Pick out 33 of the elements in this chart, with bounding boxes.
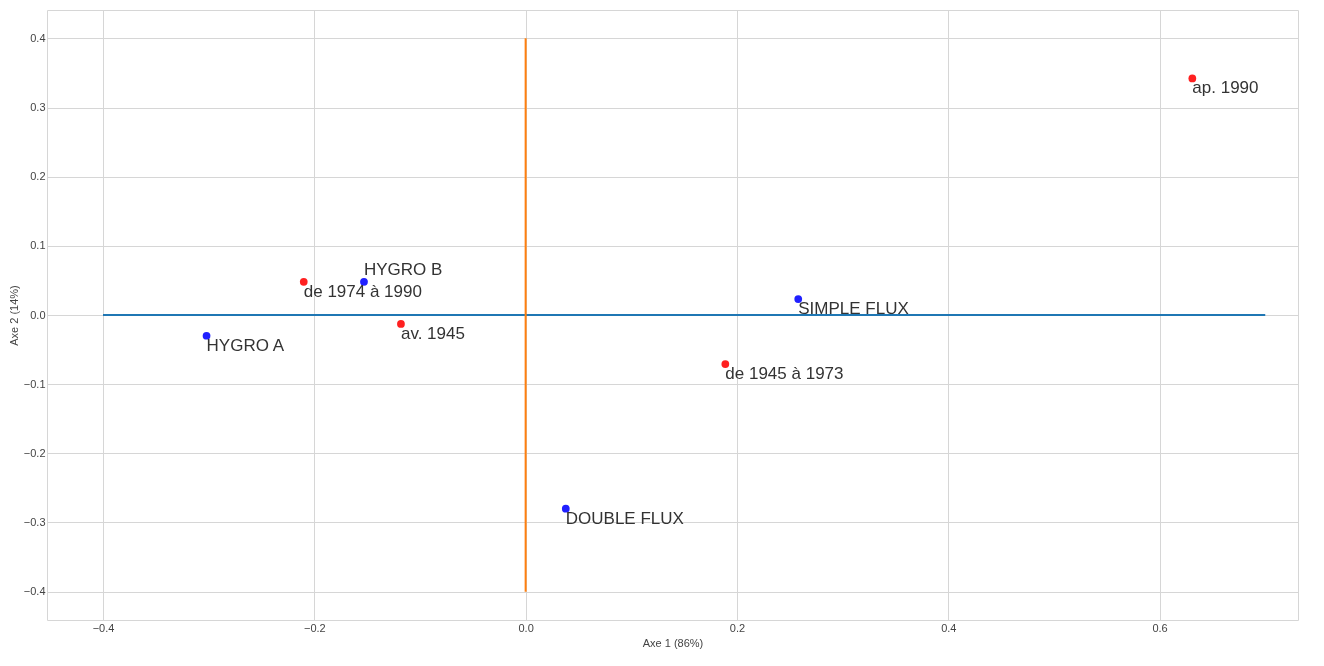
y-tick-label: 0.0 bbox=[30, 308, 46, 321]
point bbox=[1188, 74, 1197, 83]
y-tick-label: −0.1 bbox=[23, 377, 46, 390]
x-tick-label: 0.2 bbox=[729, 621, 746, 634]
point bbox=[561, 504, 570, 513]
annotation: DOUBLE FLUX bbox=[565, 508, 684, 528]
annotation: de 1945 à 1973 bbox=[725, 364, 844, 384]
point bbox=[794, 295, 803, 303]
y-tick-label: 0.4 bbox=[30, 31, 46, 44]
y-axis-title: Axe 2 (14%) bbox=[7, 285, 20, 346]
y-tick-label: −0.2 bbox=[23, 446, 46, 459]
x-tick-label: −0.4 bbox=[92, 621, 115, 634]
y-tick-label: −0.3 bbox=[23, 515, 46, 528]
annotation: de 1974 à 1990 bbox=[303, 281, 422, 301]
point bbox=[299, 277, 308, 286]
point bbox=[721, 360, 730, 368]
annotation: HYGRO A bbox=[206, 335, 285, 355]
annotation: SIMPLE FLUX bbox=[798, 299, 909, 319]
point bbox=[202, 331, 211, 340]
annotation: av. 1945 bbox=[400, 323, 465, 343]
x-axis-title: Axe 1 (86%) bbox=[642, 636, 704, 649]
y-tick-label: −0.4 bbox=[23, 585, 46, 598]
x-tick-label: 0.0 bbox=[518, 621, 534, 634]
y-tick-label: 0.2 bbox=[30, 170, 46, 183]
point bbox=[360, 277, 368, 286]
point bbox=[397, 320, 405, 328]
x-tick-label: 0.6 bbox=[1152, 621, 1168, 634]
x-tick-label: −0.2 bbox=[303, 621, 326, 634]
annotation: ap. 1990 bbox=[1192, 78, 1259, 98]
y-tick-label: 0.3 bbox=[30, 101, 46, 114]
annotation: HYGRO B bbox=[363, 259, 443, 279]
y-tick-label: 0.1 bbox=[30, 239, 46, 252]
x-tick-label: 0.4 bbox=[941, 621, 957, 634]
